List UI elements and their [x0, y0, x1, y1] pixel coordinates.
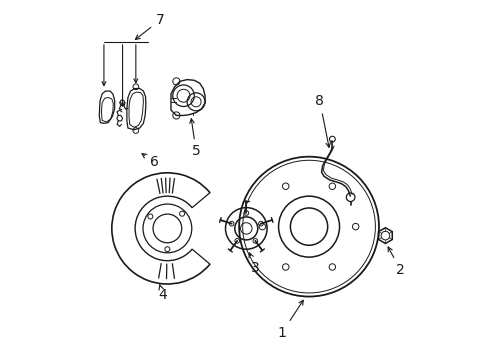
Text: 6: 6 [142, 154, 158, 169]
Text: 3: 3 [248, 253, 259, 275]
Text: 7: 7 [135, 13, 164, 40]
Text: 2: 2 [387, 247, 404, 277]
Text: 5: 5 [189, 119, 200, 158]
Text: 4: 4 [158, 285, 167, 302]
Text: 8: 8 [315, 94, 330, 147]
Text: 1: 1 [277, 300, 303, 339]
